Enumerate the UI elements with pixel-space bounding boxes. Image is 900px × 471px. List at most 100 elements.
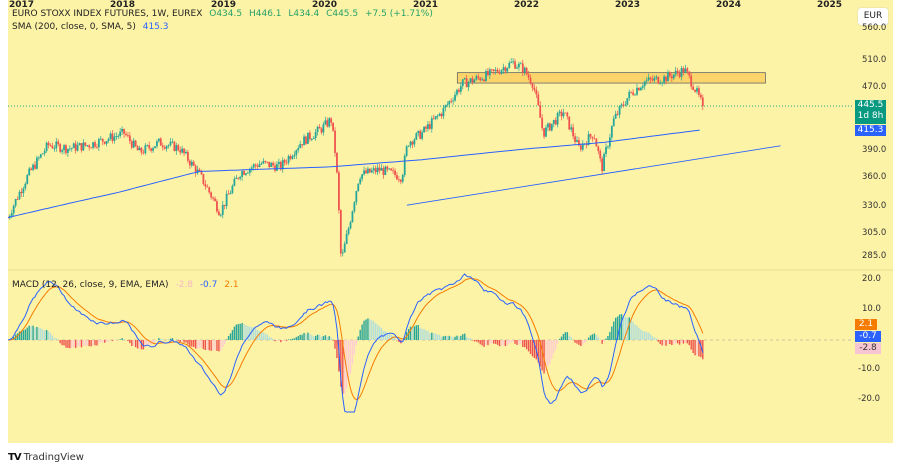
candle-body: [519, 63, 522, 65]
candle-body: [475, 76, 478, 80]
candle-body: [597, 146, 600, 152]
candle-body: [638, 87, 640, 91]
candle-body: [363, 170, 365, 175]
macd-histogram-bar: [336, 340, 338, 359]
macd-histogram-bar: [297, 336, 299, 340]
candle-body: [169, 141, 172, 146]
candle-body: [123, 128, 125, 134]
candle-body: [80, 143, 83, 151]
candle-body: [674, 70, 677, 75]
macd-histogram-bar: [200, 340, 203, 348]
candle-body: [24, 183, 27, 189]
candle-body: [37, 157, 40, 159]
candle-body: [380, 168, 383, 171]
chart-canvas[interactable]: [8, 0, 893, 443]
candle-body: [378, 167, 381, 171]
candle-body: [593, 138, 596, 140]
candle-body: [370, 170, 373, 173]
macd-histogram-bar: [330, 337, 332, 340]
candle-body: [274, 165, 276, 171]
macd-histogram-bar: [78, 340, 81, 347]
price-axis-label: 470.0: [862, 82, 887, 93]
candle-body: [308, 132, 311, 140]
candle-body: [105, 140, 108, 144]
candle-body: [307, 132, 309, 144]
candle-body: [415, 133, 418, 140]
support-trendline: [406, 145, 781, 206]
candle-body: [47, 142, 50, 146]
candle-body: [601, 158, 604, 172]
macd-histogram-bar: [415, 325, 418, 340]
candle-body: [343, 243, 346, 253]
macd-histogram-bar: [295, 337, 298, 340]
candle-body: [367, 168, 369, 174]
sma-legend[interactable]: SMA (200, close, 0, SMA, 5) 415.3: [12, 22, 173, 32]
candle-body: [219, 214, 222, 216]
macd-histogram-bar: [254, 328, 257, 340]
macd-axis-label: 10.0: [862, 304, 881, 314]
candle-body: [372, 168, 375, 171]
candle-body: [698, 88, 700, 95]
macd-histogram-bar: [194, 340, 197, 349]
macd-histogram-bar: [177, 340, 179, 341]
macd-histogram-bar: [696, 340, 698, 356]
macd-histogram-bar: [216, 340, 218, 351]
macd-histogram-bar: [568, 335, 570, 340]
candle-body: [303, 136, 305, 146]
macd-histogram-bar: [442, 336, 445, 340]
macd-histogram-bar: [702, 340, 704, 360]
macd-histogram-bar: [318, 334, 321, 340]
macd-histogram-bar: [682, 340, 685, 344]
macd-histogram-bar: [241, 322, 243, 340]
tradingview-logo[interactable]: TV TradingView: [8, 452, 84, 463]
candle-body: [643, 81, 646, 87]
macd-histogram-bar: [121, 338, 123, 340]
macd-histogram-bar: [47, 331, 50, 340]
macd-legend[interactable]: MACD (12, 26, close, 9, EMA, EMA) -2.8 -…: [12, 280, 243, 290]
time-axis-label: 2019: [211, 0, 237, 10]
macd-histogram-bar: [493, 340, 495, 344]
candle-body: [454, 94, 456, 101]
candle-body: [208, 187, 211, 193]
macd-histogram-bar: [624, 317, 627, 340]
macd-histogram-bar: [220, 340, 222, 351]
macd-histogram-bar: [309, 333, 311, 340]
candle-body: [235, 177, 238, 179]
candle-body: [394, 170, 396, 175]
macd-histogram-bar: [460, 335, 462, 340]
macd-histogram-bar: [485, 340, 487, 345]
candle-body: [554, 119, 557, 125]
macd-histogram-bar: [520, 340, 522, 345]
macd-histogram-bar: [326, 336, 328, 340]
candle-body: [55, 141, 58, 149]
macd-histogram-bar: [465, 336, 468, 340]
macd-histogram-bar: [494, 340, 497, 344]
candle-body: [281, 160, 284, 170]
macd-histogram-bar: [475, 340, 478, 342]
candle-body: [264, 160, 267, 162]
macd-histogram-bar: [299, 334, 301, 340]
candle-body: [192, 161, 195, 166]
candle-body: [270, 162, 273, 168]
candle-body: [392, 170, 394, 172]
macd-histogram-bar: [398, 340, 400, 343]
candle-body: [622, 104, 625, 106]
candle-body: [508, 62, 511, 69]
candle-body: [512, 61, 515, 63]
candle-body: [359, 178, 362, 184]
macd-histogram-bar: [268, 336, 270, 340]
currency-button[interactable]: EUR: [858, 8, 888, 25]
chart-panel[interactable]: [8, 0, 893, 443]
macd-histogram-bar: [260, 331, 263, 340]
candle-body: [250, 167, 253, 169]
candle-body: [610, 126, 613, 138]
sma-200-line: [8, 129, 700, 219]
candle-body: [667, 72, 669, 82]
candle-body: [398, 179, 400, 181]
candle-body: [436, 115, 439, 117]
candle-body: [142, 152, 145, 154]
macd-histogram-bar: [61, 340, 63, 346]
candle-body: [481, 79, 484, 81]
macd-histogram-bar: [593, 333, 596, 340]
macd-label: MACD (12, 26, close, 9, EMA, EMA): [12, 280, 169, 290]
